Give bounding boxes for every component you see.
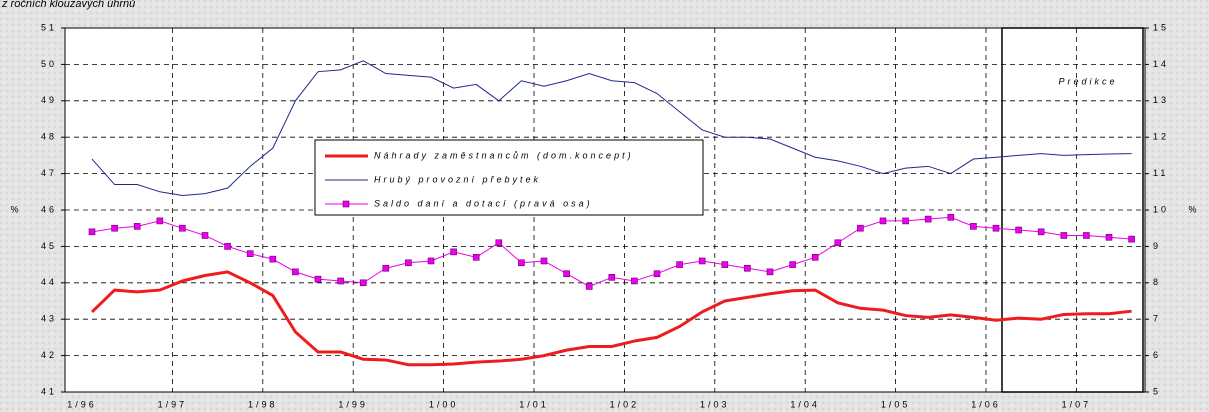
y2-tick-label: 9 xyxy=(1153,241,1161,251)
marker xyxy=(314,275,322,283)
x-tick-label: 1/97 xyxy=(158,399,188,409)
marker xyxy=(992,224,1000,232)
legend-label: Saldo daní a dotací (pravá osa) xyxy=(374,198,593,208)
marker xyxy=(698,257,706,265)
x-tick-label: 1/98 xyxy=(248,399,278,409)
marker xyxy=(179,224,186,232)
y-tick-label: 42 xyxy=(41,350,57,360)
y-tick-label: 41 xyxy=(41,386,57,396)
y-tick-label: 43 xyxy=(41,314,57,324)
x-tick-label: 1/03 xyxy=(700,399,730,409)
marker xyxy=(811,254,819,261)
marker xyxy=(133,223,141,230)
marker xyxy=(834,239,842,247)
marker xyxy=(947,213,955,221)
y2-tick-label: 10 xyxy=(1153,204,1169,214)
marker xyxy=(292,268,299,276)
y-axis-label: % xyxy=(10,204,21,214)
marker xyxy=(1083,232,1090,239)
y-tick-label: 45 xyxy=(41,241,57,251)
x-tick-label: 1/99 xyxy=(338,399,368,409)
y-tick-label: 48 xyxy=(41,132,57,142)
x-tick-label: 1/05 xyxy=(881,399,911,409)
marker xyxy=(924,215,932,223)
marker xyxy=(472,254,480,261)
y-tick-label: 44 xyxy=(41,277,57,287)
annotation: Predikce xyxy=(1058,76,1117,86)
marker xyxy=(676,261,683,268)
marker xyxy=(156,217,164,225)
marker xyxy=(246,250,254,257)
marker xyxy=(1128,235,1135,243)
marker xyxy=(88,228,96,236)
y-tick-label: 50 xyxy=(41,59,57,69)
y-tick-label: 49 xyxy=(41,95,57,105)
marker xyxy=(1105,234,1113,241)
marker xyxy=(585,283,593,290)
y-tick-label: 47 xyxy=(41,168,57,178)
marker xyxy=(201,232,209,239)
y2-axis-label: % xyxy=(1188,204,1199,214)
legend-swatch xyxy=(342,200,350,208)
marker xyxy=(766,268,774,276)
y2-tick-label: 15 xyxy=(1153,22,1169,32)
y2-tick-label: 6 xyxy=(1153,350,1161,360)
marker xyxy=(1060,232,1068,239)
marker xyxy=(1015,226,1022,234)
x-tick-label: 1/06 xyxy=(971,399,1001,409)
x-tick-label: 1/96 xyxy=(67,399,97,409)
y2-tick-label: 7 xyxy=(1153,314,1161,324)
marker xyxy=(902,217,909,225)
y-tick-label: 46 xyxy=(41,204,57,214)
series-line xyxy=(91,60,1132,196)
marker xyxy=(518,259,525,267)
marker xyxy=(721,261,729,268)
marker xyxy=(1037,228,1045,236)
marker xyxy=(563,270,570,278)
x-tick-label: 1/00 xyxy=(429,399,459,409)
legend-label: Náhrady zaměstnancům (dom.koncept) xyxy=(374,150,634,160)
marker xyxy=(789,261,796,268)
marker xyxy=(857,224,864,232)
marker xyxy=(879,217,887,225)
marker xyxy=(631,277,638,285)
x-tick-label: 1/04 xyxy=(790,399,820,409)
marker xyxy=(359,279,367,287)
y2-tick-label: 8 xyxy=(1153,277,1161,287)
marker xyxy=(970,223,977,230)
y2-tick-label: 13 xyxy=(1153,95,1169,105)
marker xyxy=(405,259,412,267)
x-tick-label: 1/07 xyxy=(1062,399,1092,409)
marker xyxy=(269,255,277,263)
marker xyxy=(495,239,503,247)
marker xyxy=(450,248,457,256)
subtitle: z ročních klouzavých úhrnů xyxy=(1,0,135,10)
marker xyxy=(427,257,435,265)
y2-tick-label: 12 xyxy=(1153,132,1169,142)
x-tick-label: 1/01 xyxy=(519,399,549,409)
legend xyxy=(314,139,704,216)
y2-tick-label: 11 xyxy=(1153,168,1168,178)
marker xyxy=(653,270,661,278)
marker xyxy=(382,264,390,272)
marker xyxy=(608,274,616,281)
marker xyxy=(540,257,548,265)
x-tick-label: 1/02 xyxy=(610,399,640,409)
marker xyxy=(744,264,751,272)
marker xyxy=(337,277,344,285)
y2-tick-label: 14 xyxy=(1153,59,1169,69)
legend-label: Hrubý provozní přebytek xyxy=(374,174,541,184)
y-tick-label: 51 xyxy=(41,22,57,32)
y2-tick-label: 5 xyxy=(1153,386,1161,396)
marker xyxy=(111,224,118,232)
marker xyxy=(224,243,231,250)
series-line xyxy=(90,270,1132,367)
